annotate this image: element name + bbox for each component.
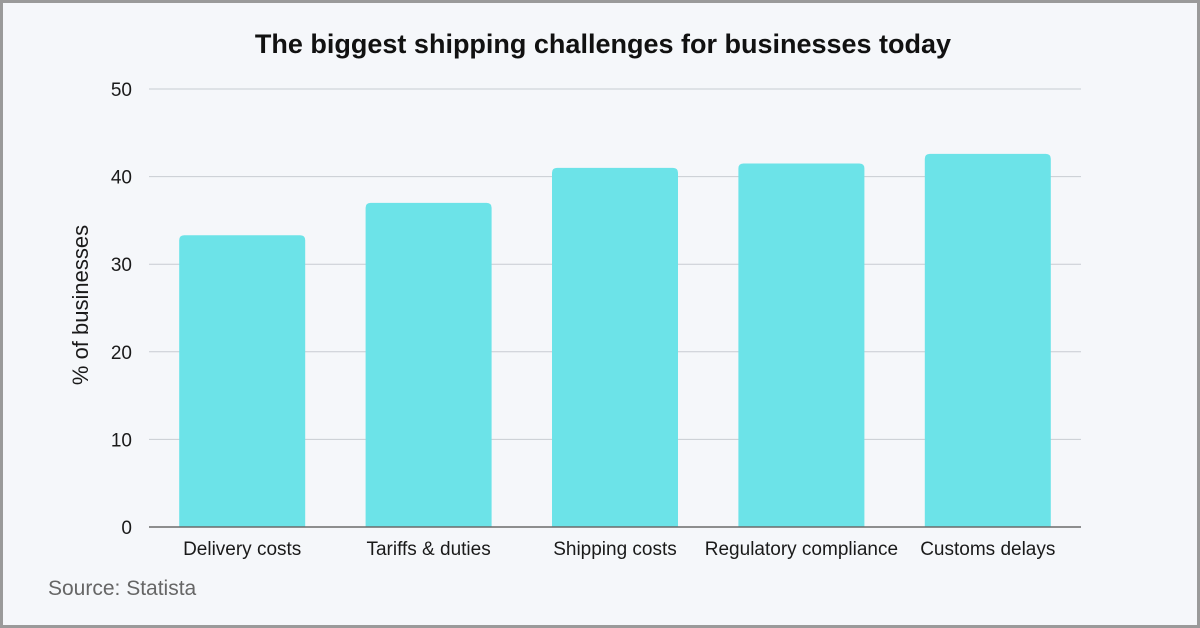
bars <box>179 153 1051 528</box>
x-tick-label: Regulatory compliance <box>705 539 898 560</box>
x-tick-label: Customs delays <box>920 539 1055 560</box>
source-note: Source: Statista <box>48 577 197 600</box>
y-axis-label: % of businesses <box>68 224 93 386</box>
y-tick-label: 40 <box>111 168 132 189</box>
x-tick-label: Tariffs & duties <box>366 539 490 560</box>
chart-title: The biggest shipping challenges for busi… <box>254 29 952 59</box>
axis-labels: 0 10 20 30 40 50 Delivery costs Tariffs & dutie… <box>111 80 1056 560</box>
y-tick-label: 50 <box>111 80 132 101</box>
y-tick-label: 30 <box>111 255 132 276</box>
bar <box>552 167 678 527</box>
y-tick-label: 20 <box>111 343 132 364</box>
bar <box>179 235 306 528</box>
bar <box>738 163 865 527</box>
y-tick-label: 0 <box>121 518 132 539</box>
bar-chart: 0 10 20 30 40 50 Delivery costs Tariffs & dutie… <box>111 80 1081 560</box>
y-tick-label: 10 <box>111 430 132 451</box>
bar <box>924 153 1051 527</box>
bar <box>365 202 492 527</box>
x-tick-label: Delivery costs <box>183 539 301 560</box>
x-tick-label: Shipping costs <box>553 539 677 560</box>
